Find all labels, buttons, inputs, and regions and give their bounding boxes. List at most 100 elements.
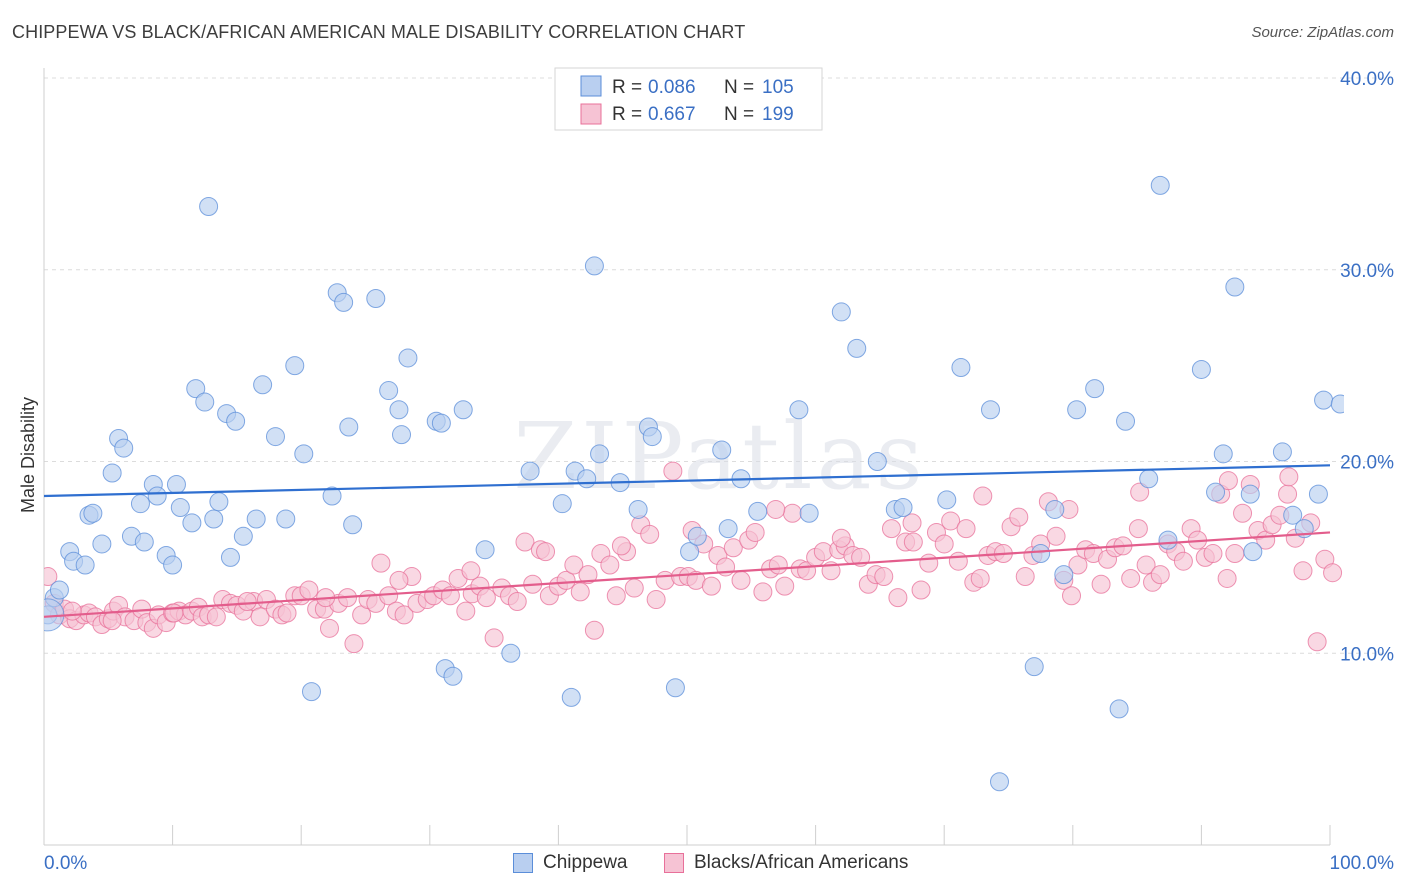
point-chippewa — [1206, 482, 1226, 502]
legend-r-label-1: R = — [612, 77, 642, 98]
y-tick-label: 20.0% — [1340, 453, 1394, 474]
point-black — [164, 603, 184, 623]
point-chippewa — [1158, 530, 1178, 550]
point-chippewa — [1085, 379, 1105, 399]
legend-n-value-1: 105 — [762, 77, 794, 98]
point-black — [640, 524, 660, 544]
point-black — [319, 618, 339, 638]
point-chippewa — [276, 509, 296, 529]
legend-top: R = 0.086 N = 105 R = 0.667 N = 199 — [554, 67, 823, 131]
point-black — [344, 634, 364, 654]
point-chippewa — [1213, 444, 1233, 464]
point-black — [1307, 632, 1327, 652]
point-chippewa — [83, 503, 103, 523]
point-chippewa — [687, 526, 707, 546]
point-black — [102, 611, 122, 631]
y-tick-labels: 10.0% 20.0% 30.0% 40.0% — [1340, 69, 1394, 665]
point-chippewa — [1109, 699, 1129, 719]
point-chippewa — [712, 440, 732, 460]
point-black — [611, 536, 631, 556]
point-black — [1136, 555, 1156, 575]
point-black — [1279, 467, 1299, 487]
point-chippewa — [951, 358, 971, 378]
point-chippewa — [130, 494, 150, 514]
point-chippewa — [1045, 499, 1065, 519]
source-label: Source: ZipAtlas.com — [1251, 24, 1394, 41]
legend-swatch-black — [664, 853, 684, 873]
legend-n-label-2: N = — [724, 104, 754, 125]
legend-swatch-pink — [580, 103, 602, 125]
point-chippewa — [204, 509, 224, 529]
point-black — [782, 503, 802, 523]
point-black — [1130, 482, 1150, 502]
point-black — [1218, 471, 1238, 491]
point-chippewa — [980, 400, 1000, 420]
point-chippewa — [989, 772, 1009, 792]
point-chippewa — [220, 547, 240, 567]
trend-line-chippewa — [43, 464, 1331, 498]
legend-swatch-chippewa — [513, 853, 533, 873]
point-black — [775, 576, 795, 596]
point-chippewa — [285, 356, 305, 376]
chart-title: CHIPPEWA VS BLACK/AFRICAN AMERICAN MALE … — [12, 22, 746, 42]
point-black — [1091, 574, 1111, 594]
point-black — [1068, 555, 1088, 575]
point-black — [956, 519, 976, 539]
point-chippewa — [398, 348, 418, 368]
point-chippewa — [334, 292, 354, 312]
point-chippewa — [799, 503, 819, 523]
point-black — [584, 620, 604, 640]
point-chippewa — [1308, 484, 1328, 504]
point-black — [461, 561, 481, 581]
point-black — [237, 591, 257, 611]
x-max-label: 100.0% — [1329, 853, 1394, 874]
axes — [43, 68, 1331, 846]
point-black — [766, 499, 786, 519]
point-black — [831, 528, 851, 548]
point-black — [44, 567, 58, 587]
point-black — [731, 570, 751, 590]
point-chippewa — [114, 438, 134, 458]
point-chippewa — [1054, 565, 1074, 585]
point-chippewa — [1272, 442, 1292, 462]
point-black — [745, 522, 765, 542]
point-black — [874, 567, 894, 587]
point-chippewa — [443, 666, 463, 686]
point-chippewa — [209, 492, 229, 512]
point-chippewa — [1116, 411, 1136, 431]
point-black — [646, 590, 666, 610]
point-chippewa — [75, 555, 95, 575]
point-black — [1217, 568, 1237, 588]
point-black — [941, 511, 961, 531]
point-black — [476, 588, 496, 608]
trend-line-black — [43, 531, 1331, 618]
point-chippewa — [847, 338, 867, 358]
y-tick-label: 40.0% — [1340, 69, 1394, 90]
point-chippewa — [577, 469, 597, 489]
point-black — [948, 551, 968, 571]
point-black — [970, 568, 990, 588]
data-points — [44, 175, 1344, 792]
point-chippewa — [339, 417, 359, 437]
point-chippewa — [253, 375, 273, 395]
point-black — [881, 519, 901, 539]
point-chippewa — [628, 499, 648, 519]
point-black — [1015, 567, 1035, 587]
point-chippewa — [182, 513, 202, 533]
point-black — [536, 542, 556, 562]
point-black — [456, 601, 476, 621]
point-chippewa — [265, 427, 285, 447]
point-chippewa — [301, 682, 321, 702]
point-black — [484, 628, 504, 648]
point-black — [570, 582, 590, 602]
legend-item-black: Blacks/African Americans — [664, 852, 908, 874]
legend-r-value-1: 0.086 — [648, 77, 696, 98]
point-black — [934, 534, 954, 554]
point-black — [911, 580, 931, 600]
legend-swatch-blue — [580, 75, 602, 97]
point-chippewa — [1314, 390, 1334, 410]
point-chippewa — [392, 425, 412, 445]
point-chippewa — [937, 490, 957, 510]
point-black — [556, 570, 576, 590]
point-chippewa — [680, 542, 700, 562]
